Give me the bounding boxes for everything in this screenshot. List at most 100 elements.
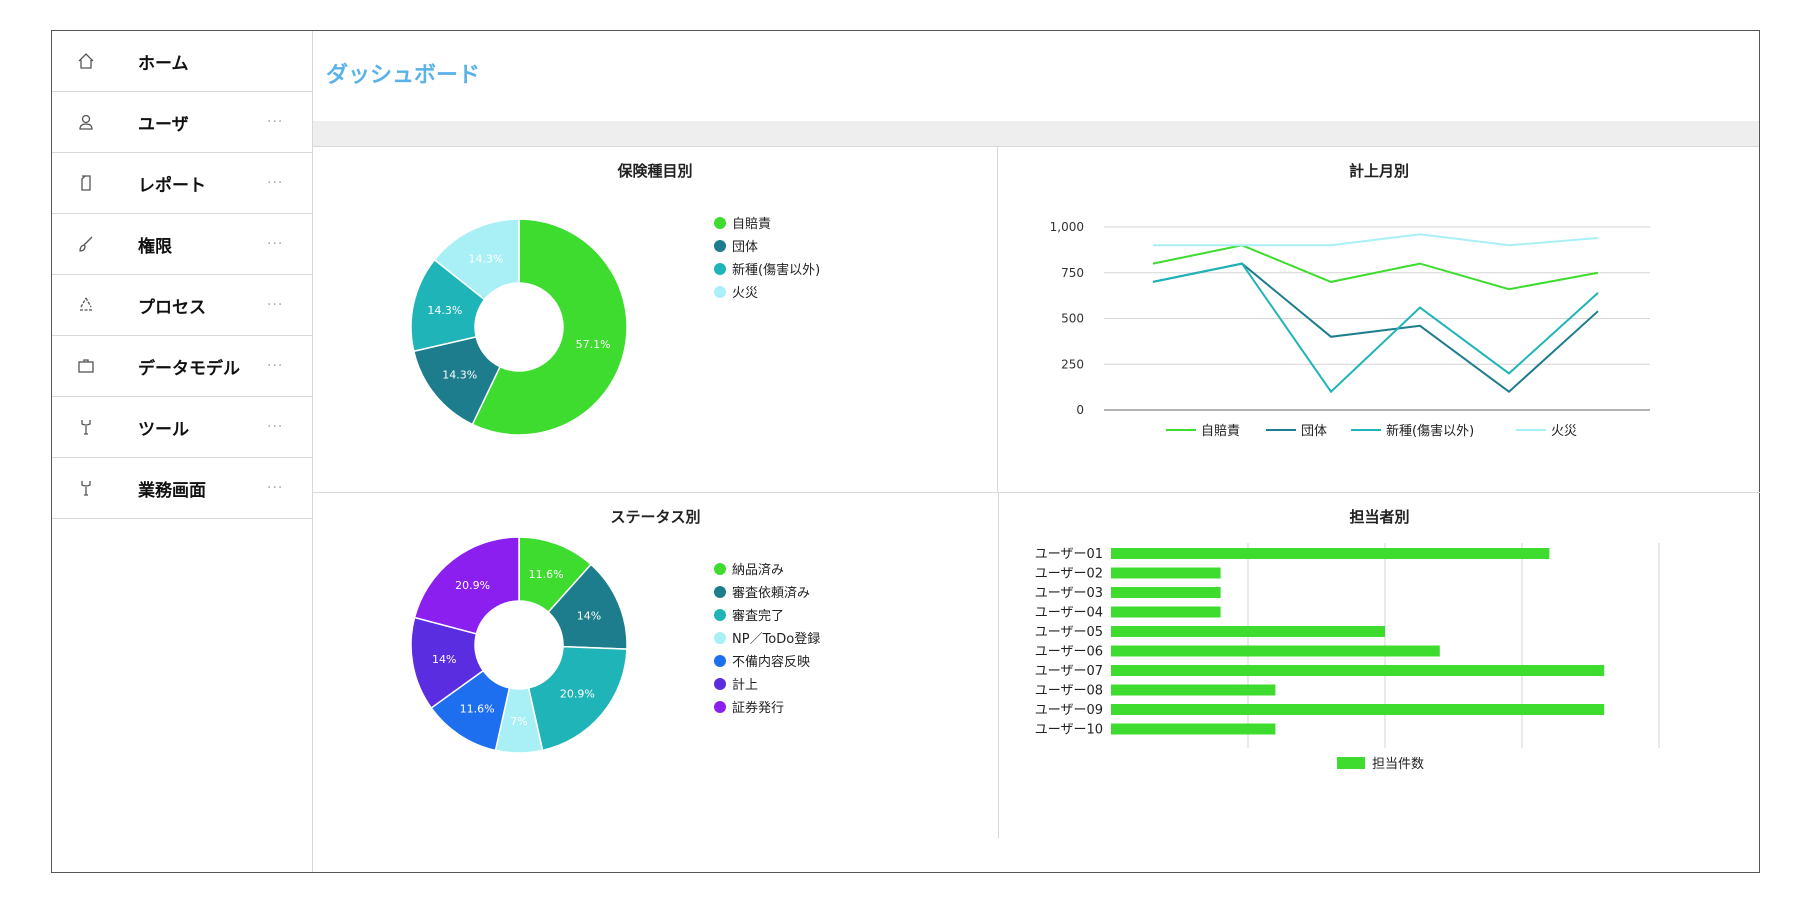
more-icon[interactable]: ··· [267,236,284,252]
panel-assignee: 担当者別 ユーザー01 ユーザー02 ユーザー03 ユーザー04 ユーザー05 ユーザー0… [998,493,1760,838]
legend-label: 審査依頼済み [732,585,810,601]
sidebar-item-0[interactable]: ホーム [52,31,312,92]
toolbar-band [313,121,1759,147]
sidebar-item-label: データモデル [138,358,240,379]
briefcase-icon [78,359,94,373]
legend-label: 新種(傷害以外) [732,262,820,278]
legend-label: 担当件数 [1372,757,1424,772]
legend-label: 団体 [732,240,758,255]
pie-slice[interactable] [413,536,520,635]
sidebar-item-label: 権限 [138,236,172,257]
legend-swatch [714,678,726,690]
user-icon [79,114,93,130]
sidebar-item-5[interactable]: データモデル ··· [52,336,312,397]
panel-status: ステータス別 11.6% 14% 20.9% 7% 11.6% 14% 20.9% 納品済み審… [313,493,998,873]
y-tick-label: ユーザー09 [1035,703,1103,718]
bar[interactable] [1111,606,1221,618]
sidebar-item-label: ホーム [138,53,189,74]
slice-label: 20.9% [455,579,490,592]
pie-slice[interactable] [527,645,628,752]
slice-label: 11.6% [460,702,495,715]
legend-swatch [714,286,726,298]
legend-swatch [714,217,726,229]
more-icon[interactable]: ··· [267,419,284,435]
slice-label: 11.6% [529,568,564,581]
bar[interactable] [1111,665,1605,676]
legend-swatch [714,609,726,621]
line-series[interactable] [1152,262,1599,393]
slice-label: 7% [510,715,527,728]
legend-label: 自賠責 [732,217,771,232]
legend-label: 計上 [732,677,758,693]
bar[interactable] [1111,684,1276,696]
y-tick-label: 500 [1061,312,1084,326]
slice-label: 14.3% [442,369,477,382]
y-tick-label: 0 [1076,403,1084,417]
y-tick-label: ユーザー08 [1035,684,1103,699]
y-tick-label: 250 [1061,357,1084,371]
legend-swatch [714,586,726,598]
slice-label: 57.1% [576,338,611,351]
legend-label: 自賠責 [1201,424,1240,439]
panel-insurance: 保険種目別 57.1% 14.3% 14.3% 14.3% 自賠責 団体 新種(傷害以外) 火… [313,147,998,493]
brush-icon [79,236,93,252]
legend-swatch [714,632,726,644]
sidebar-item-label: ユーザ [138,114,189,135]
legend-label: 新種(傷害以外) [1386,423,1474,439]
y-tick-label: ユーザー04 [1035,606,1103,621]
chart-title: 保険種目別 [617,162,693,180]
more-icon[interactable]: ··· [267,480,284,496]
chart-title: ステータス別 [610,508,701,526]
sidebar-item-6[interactable]: ツール ··· [52,397,312,458]
legend-label: 団体 [1301,424,1327,439]
legend-label: 不備内容反映 [732,654,810,670]
sidebar-item-2[interactable]: レポート ··· [52,153,312,214]
sidebar-item-7[interactable]: 業務画面 ··· [52,458,312,519]
y-tick-label: ユーザー02 [1035,567,1103,582]
more-icon[interactable]: ··· [267,297,284,313]
bar[interactable] [1111,704,1605,715]
y-tick-label: ユーザー03 [1035,586,1103,601]
panel-monthly: 計上月別 0 250 500 750 1,000 自賠責 団体 新種(傷害以外) 火災 [998,147,1760,493]
monthly-line-chart: 0 250 500 750 1,000 自賠責 団体 新種(傷害以外) 火災 [1050,220,1650,439]
bar[interactable] [1111,587,1221,598]
y-tick-label: ユーザー01 [1035,547,1103,562]
more-icon[interactable]: ··· [267,175,284,191]
sidebar-item-3[interactable]: 権限 ··· [52,214,312,275]
y-tick-label: ユーザー05 [1035,625,1103,640]
legend-label: 納品済み [732,562,784,578]
line-series[interactable] [1152,244,1599,291]
pie-slice[interactable] [433,218,520,301]
chart-title: 計上月別 [1348,162,1409,180]
chart-title: 担当者別 [1349,508,1410,526]
legend-swatch [714,563,726,575]
sidebar-item-4[interactable]: プロセス ··· [52,275,312,336]
more-icon[interactable]: ··· [267,114,284,130]
assignee-bar-chart: ユーザー01 ユーザー02 ユーザー03 ユーザー04 ユーザー05 ユーザー06 ユーザー… [1035,543,1660,772]
tool-icon [81,420,91,435]
bar[interactable] [1111,723,1276,735]
status-pie-chart: 11.6% 14% 20.9% 7% 11.6% 14% 20.9% 納品済み審査依頼済み審査… [410,536,820,754]
bar[interactable] [1111,548,1550,559]
sidebar-item-label: ツール [138,419,189,440]
recycle-icon [80,297,92,311]
bar[interactable] [1111,626,1385,637]
pie-slice[interactable] [471,218,628,436]
main-content: ダッシュボード 保険種目別 57.1% 14.3% 14.3% 14.3% 自賠責 団体新… [313,31,1760,873]
y-tick-label: ユーザー06 [1035,645,1103,660]
line-series[interactable] [1153,233,1599,247]
more-icon[interactable]: ··· [267,358,284,374]
page-title: ダッシュボード [326,63,481,88]
legend-label: NP／ToDo登録 [732,632,820,647]
bar[interactable] [1111,567,1221,579]
line-series[interactable] [1152,262,1599,394]
home-icon [78,53,94,69]
sidebar-item-label: プロセス [138,297,206,318]
sidebar-item-1[interactable]: ユーザ ··· [52,92,312,153]
legend-swatch [1337,757,1365,769]
slice-label: 14.3% [427,304,462,317]
bar[interactable] [1111,645,1440,657]
legend-swatch [714,263,726,275]
legend-label: 火災 [732,286,758,301]
